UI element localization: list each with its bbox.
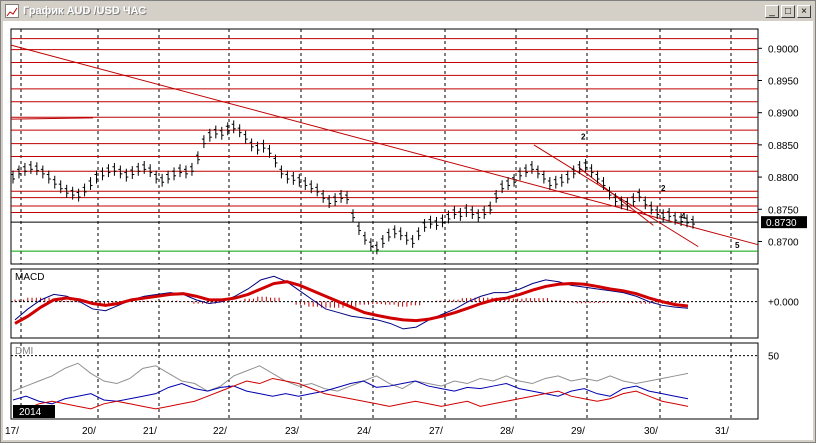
- year-label-box: [13, 405, 55, 418]
- chart-window-icon: [5, 4, 19, 18]
- dmi-plus-di-line: [12, 380, 689, 405]
- current-price-box: [761, 216, 807, 229]
- chart-glyph-icon: [6, 7, 18, 17]
- x-tick-label: 29/: [571, 426, 585, 437]
- x-tick-label: 20/: [82, 426, 96, 437]
- x-tick-label: 24/: [357, 426, 371, 437]
- macd-signal-line: [14, 280, 689, 325]
- x-tick-label: 17/: [5, 426, 19, 437]
- close-button[interactable]: ×: [797, 5, 811, 18]
- wave-label: 2: [581, 133, 586, 142]
- x-tick-label: 31/: [715, 426, 729, 437]
- chart-area[interactable]: 17/20/21/22/23/24/27/28/29/30/31/2 4 5 2 0.9…: [3, 21, 813, 440]
- wave-label: 2: [661, 184, 666, 193]
- y-tick-label: 0.9000: [768, 44, 799, 55]
- trendline: [10, 44, 759, 246]
- dmi-title: DMI: [15, 346, 33, 357]
- minimize-button[interactable]: _: [765, 5, 779, 18]
- level-line-short: [10, 117, 94, 120]
- year-label: 2014: [19, 407, 42, 418]
- x-tick-label: 23/: [285, 426, 299, 437]
- macd-title: MACD: [15, 272, 44, 283]
- x-tick-label: 30/: [644, 426, 658, 437]
- y-tick-label: 0.8850: [768, 141, 799, 152]
- dmi-adx-line: [12, 362, 689, 392]
- x-tick-label: 22/: [213, 426, 227, 437]
- x-tick-label: 27/: [429, 426, 443, 437]
- wave-label: 5: [735, 241, 740, 250]
- macd-zero-label: +0.000: [768, 298, 799, 309]
- chart-svg[interactable]: 17/20/21/22/23/24/27/28/29/30/31/2 4 5 2 0.9…: [3, 21, 813, 440]
- trendline: [533, 144, 699, 248]
- panel-frame-2: [10, 268, 759, 339]
- current-price-label: 0.8730: [766, 218, 797, 229]
- maximize-button[interactable]: □: [781, 5, 795, 18]
- y-tick-label: 0.8950: [768, 77, 799, 88]
- x-tick-label: 28/: [500, 426, 514, 437]
- y-tick-label: 0.8750: [768, 205, 799, 216]
- window-title: График AUD /USD ЧАС: [23, 5, 147, 17]
- y-tick-label: 0.8700: [768, 237, 799, 248]
- dmi-minus-di-line: [12, 377, 689, 410]
- y-tick-label: 0.8900: [768, 109, 799, 120]
- y-tick-label: 0.8800: [768, 173, 799, 184]
- panel-frame-1: [10, 28, 759, 265]
- wave-label: 4: [681, 212, 686, 221]
- dmi-level-label: 50: [768, 352, 780, 363]
- title-bar[interactable]: График AUD /USD ЧАС _ □ ×: [3, 3, 813, 20]
- x-tick-label: 21/: [143, 426, 157, 437]
